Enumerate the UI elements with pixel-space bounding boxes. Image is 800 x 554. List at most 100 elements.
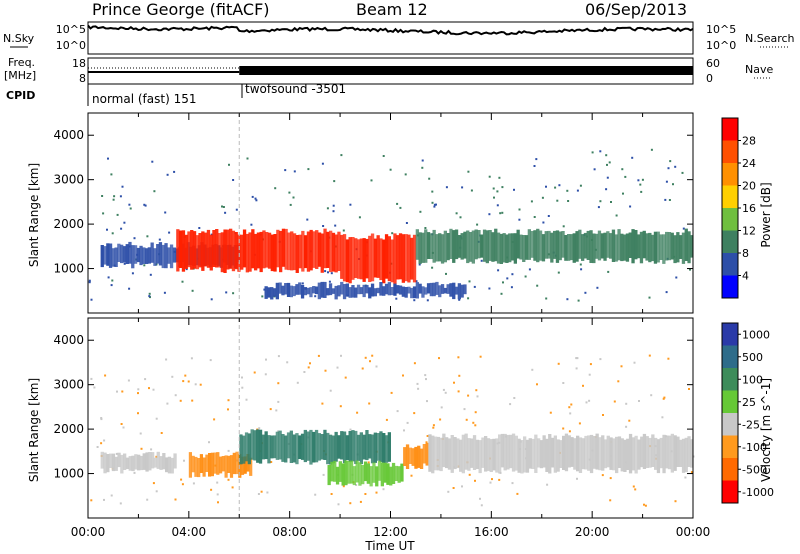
echo-band-4 xyxy=(362,284,366,298)
echo-band-3 xyxy=(516,229,520,259)
freq-tick-top: 18 xyxy=(72,57,86,70)
echo-band-1 xyxy=(242,229,247,268)
scatter-echo xyxy=(160,432,163,434)
echo-band-3 xyxy=(454,229,459,260)
echo-band-1 xyxy=(320,233,324,273)
scatter-echo xyxy=(133,471,136,474)
echo-band-2 xyxy=(253,430,257,461)
scatter-echo xyxy=(547,215,550,217)
scatter-echo xyxy=(492,187,495,190)
echo-band-2 xyxy=(306,431,310,461)
echo-band-3 xyxy=(617,229,621,261)
scatter-echo xyxy=(344,376,347,379)
scatter-echo xyxy=(403,429,405,432)
echo-band-4 xyxy=(443,287,447,294)
scatter-echo xyxy=(395,297,398,300)
echo-band-3 xyxy=(418,232,422,264)
echo-band-0 xyxy=(111,248,115,267)
scatter-echo xyxy=(260,490,263,493)
scatter-echo xyxy=(417,387,420,390)
scatter-echo xyxy=(277,355,280,358)
echo-band-4 xyxy=(452,282,456,300)
echo-band-1 xyxy=(231,230,236,272)
scatter-echo xyxy=(479,497,481,500)
scatter-echo xyxy=(179,399,182,402)
echo-band-4 xyxy=(348,287,352,298)
scatter-echo xyxy=(632,485,635,488)
echo-band-0 xyxy=(153,457,158,468)
scatter-echo xyxy=(342,229,345,232)
echo-band-5 xyxy=(640,436,644,468)
scatter-echo xyxy=(609,477,612,480)
echo-band-1 xyxy=(198,233,202,268)
echo-band-5 xyxy=(679,439,683,467)
scatter-echo xyxy=(579,263,582,266)
scatter-echo xyxy=(479,355,482,358)
scatter-echo xyxy=(261,295,264,298)
scatter-echo xyxy=(404,173,407,176)
scatter-echo xyxy=(119,195,122,198)
echo-band-1 xyxy=(290,231,294,271)
echo-band-4 xyxy=(440,284,445,294)
echo-band-0 xyxy=(150,242,154,263)
echo-band-2 xyxy=(376,235,380,278)
scatter-echo xyxy=(661,416,664,419)
scatter-echo xyxy=(470,189,473,192)
echo-band-5 xyxy=(667,435,672,470)
echo-band-4 xyxy=(405,444,410,469)
scatter-echo xyxy=(385,418,388,421)
scatter-echo xyxy=(501,211,504,214)
echo-band-2 xyxy=(354,238,358,278)
echo-band-2 xyxy=(300,433,305,460)
scatter-echo xyxy=(413,299,416,302)
scatter-echo xyxy=(452,487,455,489)
noise-tick-left-top: 10^5 xyxy=(56,23,86,36)
echo-band-4 xyxy=(417,445,421,468)
echo-band-0 xyxy=(156,244,160,264)
echo-band-1 xyxy=(262,230,266,269)
echo-band-1 xyxy=(191,455,195,473)
echo-band-5 xyxy=(581,438,585,470)
scatter-echo xyxy=(100,417,103,419)
scatter-echo xyxy=(367,461,370,464)
scatter-echo xyxy=(606,163,608,166)
scatter-echo xyxy=(605,188,608,191)
scatter-echo xyxy=(174,498,177,501)
scatter-echo xyxy=(103,498,105,501)
echo-band-3 xyxy=(541,234,546,262)
scatter-echo xyxy=(621,168,624,171)
echo-band-1 xyxy=(227,455,231,473)
scatter-echo xyxy=(473,285,476,288)
scatter-echo xyxy=(433,205,436,208)
echo-band-2 xyxy=(328,434,333,465)
scatter-echo xyxy=(322,473,325,476)
echo-band-5 xyxy=(690,439,694,468)
echo-band-0 xyxy=(100,451,104,469)
echo-band-5 xyxy=(589,434,594,474)
echo-band-3 xyxy=(508,233,512,263)
echo-band-3 xyxy=(645,233,649,261)
echo-band-3 xyxy=(589,230,593,263)
scatter-echo xyxy=(358,216,361,219)
echo-band-4 xyxy=(300,285,305,299)
scatter-echo xyxy=(116,213,119,216)
scatter-echo xyxy=(121,390,124,393)
echo-band-3 xyxy=(466,230,470,264)
echo-band-3 xyxy=(449,228,453,259)
echo-band-3 xyxy=(426,232,431,259)
nsky-trace xyxy=(87,24,694,36)
echo-band-5 xyxy=(662,434,666,474)
echo-band-3 xyxy=(505,234,509,263)
echo-band-2 xyxy=(412,234,417,283)
echo-band-1 xyxy=(229,455,234,478)
echo-band-0 xyxy=(128,241,132,264)
echo-band-5 xyxy=(587,435,591,471)
scatter-echo xyxy=(496,190,499,193)
scatter-echo xyxy=(173,170,176,173)
scatter-echo xyxy=(155,490,158,493)
colorbar-tick-label: 12 xyxy=(742,225,756,238)
echo-band-4 xyxy=(432,282,436,297)
echo-band-0 xyxy=(172,247,176,263)
echo-band-1 xyxy=(188,452,192,478)
echo-band-5 xyxy=(620,438,624,472)
